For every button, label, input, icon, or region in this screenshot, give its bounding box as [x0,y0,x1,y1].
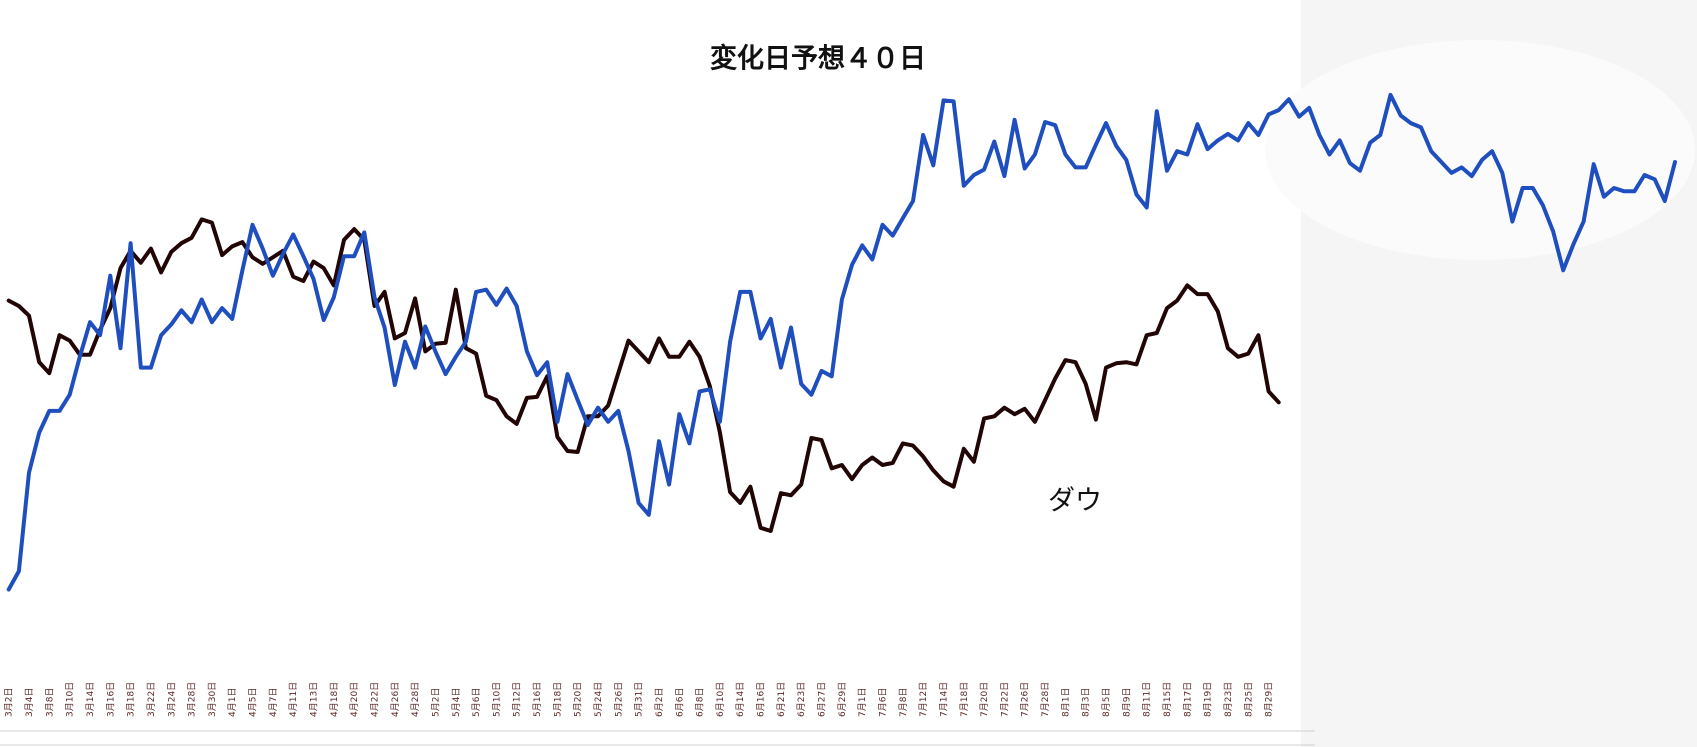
x-tick-label: 4月7日 [268,688,279,717]
x-tick-label: 7月14日 [938,682,949,717]
x-tick-label: 7月28日 [1040,682,1051,717]
series-annotation: ダウ [1048,486,1102,517]
x-tick-label: 4月1日 [227,688,238,717]
x-tick-label: 6月6日 [674,688,685,717]
series-line [6,217,1281,533]
x-tick-label: 3月10日 [65,682,76,717]
x-tick-label: 7月26日 [1020,682,1031,717]
x-tick-label: 4月18日 [329,682,340,717]
x-tick-label: 5月10日 [491,682,502,717]
x-tick-label: 4月5日 [248,688,259,717]
x-tick-label: 6月10日 [715,682,726,717]
x-tick-label: 8月25日 [1243,682,1254,717]
x-tick-label: 7月6日 [877,688,888,717]
x-tick-label: 5月16日 [532,682,543,717]
x-tick-label: 6月8日 [695,688,706,717]
x-tick-label: 5月2日 [430,688,441,717]
x-tick-label: 5月4日 [451,688,462,717]
x-tick-label: 3月2日 [4,688,15,717]
x-tick-label: 8月3日 [1081,688,1092,717]
x-tick-label: 7月20日 [979,682,990,717]
x-tick-label: 5月24日 [593,682,604,717]
x-tick-label: 3月18日 [126,682,137,717]
x-tick-label: 8月23日 [1223,682,1234,717]
x-tick-label: 8月29日 [1264,682,1275,717]
x-tick-label: 6月27日 [817,682,828,717]
series-line [6,92,1677,592]
x-tick-label: 3月24日 [166,682,177,717]
x-tick-label: 8月17日 [1182,682,1193,717]
x-tick-label: 6月2日 [654,688,665,717]
x-tick-label: 3月4日 [24,688,35,717]
x-tick-label: 8月19日 [1203,682,1214,717]
x-tick-label: 8月15日 [1162,682,1173,717]
x-tick-label: 3月14日 [85,682,96,717]
x-tick-label: 4月13日 [309,682,320,717]
x-tick-label: 6月23日 [796,682,807,717]
x-tick-label: 6月29日 [837,682,848,717]
x-tick-label: 5月12日 [512,682,523,717]
x-tick-label: 8月5日 [1101,688,1112,717]
x-tick-label: 5月6日 [471,688,482,717]
x-tick-label: 5月20日 [573,682,584,717]
x-tick-label: 3月8日 [44,688,55,717]
x-tick-label: 3月30日 [207,682,218,717]
x-tick-label: 3月28日 [187,682,198,717]
x-tick-label: 5月26日 [613,682,624,717]
panel-glow [1265,40,1695,260]
x-tick-label: 6月14日 [735,682,746,717]
x-tick-label: 6月16日 [756,682,767,717]
x-tick-label: 4月22日 [369,682,380,717]
x-tick-label: 8月11日 [1142,682,1153,717]
x-tick-label: 7月8日 [898,688,909,717]
chart-title: 変化日予想４０日 [710,43,926,75]
x-tick-label: 6月21日 [776,682,787,717]
x-tick-label: 4月11日 [288,682,299,717]
x-tick-label: 4月28日 [410,682,421,717]
x-tick-label: 7月12日 [918,682,929,717]
x-tick-label: 8月9日 [1121,688,1132,717]
x-tick-label: 3月16日 [105,682,116,717]
x-tick-label: 7月18日 [959,682,970,717]
x-tick-label: 4月26日 [390,682,401,717]
x-tick-label: 7月22日 [999,682,1010,717]
x-tick-label: 8月1日 [1060,688,1071,717]
x-tick-label: 7月1日 [857,688,868,717]
x-tick-label: 4月20日 [349,682,360,717]
x-tick-label: 3月22日 [146,682,157,717]
x-tick-label: 5月31日 [634,682,645,717]
x-tick-label: 5月18日 [552,682,563,717]
